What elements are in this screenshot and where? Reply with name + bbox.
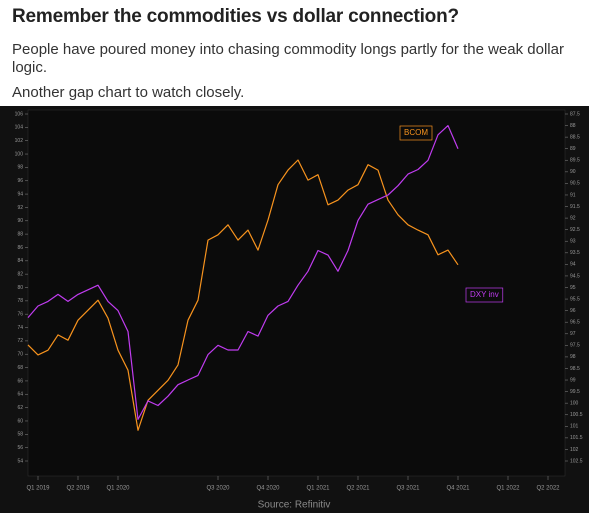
y-tick-label: 60	[17, 418, 23, 424]
y-tick-label: 102	[15, 138, 24, 144]
y-tick-label: 78	[17, 298, 23, 304]
y2-tick-label: 95	[570, 285, 576, 291]
y2-tick-label: 90	[570, 169, 576, 175]
x-tick-label: Q1 2022	[496, 486, 520, 492]
x-tick-label: Q1 2021	[306, 486, 330, 492]
x-tick-label: Q3 2021	[396, 486, 420, 492]
x-tick-label: Q2 2021	[346, 486, 370, 492]
y2-tick-label: 92.5	[570, 227, 580, 233]
y2-tick-label: 91.5	[570, 204, 580, 210]
y-tick-label: 104	[15, 125, 24, 131]
y-tick-label: 98	[17, 165, 23, 171]
legend-label: DXY inv	[470, 290, 499, 299]
y2-tick-label: 92	[570, 215, 576, 221]
y2-tick-label: 94.5	[570, 273, 580, 279]
y-tick-label: 54	[17, 458, 23, 464]
y-tick-label: 106	[15, 111, 24, 117]
y2-tick-label: 89	[570, 146, 576, 152]
y2-tick-label: 97	[570, 331, 576, 337]
y2-tick-label: 88.5	[570, 134, 580, 140]
y-tick-label: 66	[17, 378, 23, 384]
y2-tick-label: 100	[570, 400, 579, 406]
y2-tick-label: 87.5	[570, 111, 580, 117]
title: Remember the commodities vs dollar conne…	[12, 6, 459, 27]
y2-tick-label: 101.5	[570, 435, 583, 441]
y-tick-label: 84	[17, 258, 23, 264]
y2-tick-label: 96.5	[570, 320, 580, 326]
y-tick-label: 56	[17, 445, 23, 451]
y-tick-label: 88	[17, 231, 23, 237]
y-tick-label: 86	[17, 245, 23, 251]
y2-tick-label: 98.5	[570, 366, 580, 372]
y2-tick-label: 93.5	[570, 250, 580, 256]
y2-tick-label: 97.5	[570, 343, 580, 349]
y-tick-label: 96	[17, 178, 23, 184]
series-line	[27, 159, 459, 431]
y2-tick-label: 99.5	[570, 389, 580, 395]
y-tick-label: 58	[17, 432, 23, 438]
y-tick-label: 70	[17, 352, 23, 358]
y-tick-label: 76	[17, 312, 23, 318]
series-line	[27, 125, 459, 420]
y-tick-label: 74	[17, 325, 23, 331]
x-tick-label: Q4 2020	[256, 486, 280, 492]
y-tick-label: 90	[17, 218, 23, 224]
y-tick-label: 80	[17, 285, 23, 291]
y2-tick-label: 102.5	[570, 458, 583, 464]
y2-tick-label: 93	[570, 239, 576, 245]
y-tick-label: 68	[17, 365, 23, 371]
x-tick-label: Q1 2019	[26, 486, 50, 492]
y2-tick-label: 95.5	[570, 296, 580, 302]
y2-tick-label: 94	[570, 262, 576, 268]
y-tick-label: 100	[15, 151, 24, 157]
x-tick-label: Q3 2020	[206, 486, 230, 492]
y2-tick-label: 89.5	[570, 158, 580, 164]
y2-tick-label: 101	[570, 424, 579, 430]
y2-tick-label: 91	[570, 192, 576, 198]
y2-tick-label: 100.5	[570, 412, 583, 418]
y2-tick-label: 102	[570, 447, 579, 453]
source: Source: Refinitiv	[258, 500, 331, 511]
y2-tick-label: 99	[570, 377, 576, 383]
y-tick-label: 62	[17, 405, 23, 411]
x-tick-label: Q4 2021	[446, 486, 470, 492]
y-tick-label: 64	[17, 392, 23, 398]
y2-tick-label: 98	[570, 354, 576, 360]
x-tick-label: Q2 2019	[66, 486, 90, 492]
legend-box	[465, 287, 504, 303]
x-tick-label: Q1 2020	[106, 486, 130, 492]
y2-tick-label: 96	[570, 308, 576, 314]
subtitle: People have poured money into chasing co…	[12, 41, 564, 76]
y2-tick-label: 88	[570, 123, 576, 129]
y-tick-label: 82	[17, 271, 23, 277]
legend-label: BCOM	[404, 128, 428, 137]
x-tick-label: Q2 2022	[536, 486, 560, 492]
note: Another gap chart to watch closely.	[12, 84, 245, 101]
y-tick-label: 72	[17, 338, 23, 344]
legend-box	[399, 125, 433, 141]
plot-area	[27, 109, 566, 477]
y-tick-label: 94	[17, 191, 23, 197]
y-tick-label: 92	[17, 205, 23, 211]
y2-tick-label: 90.5	[570, 181, 580, 187]
